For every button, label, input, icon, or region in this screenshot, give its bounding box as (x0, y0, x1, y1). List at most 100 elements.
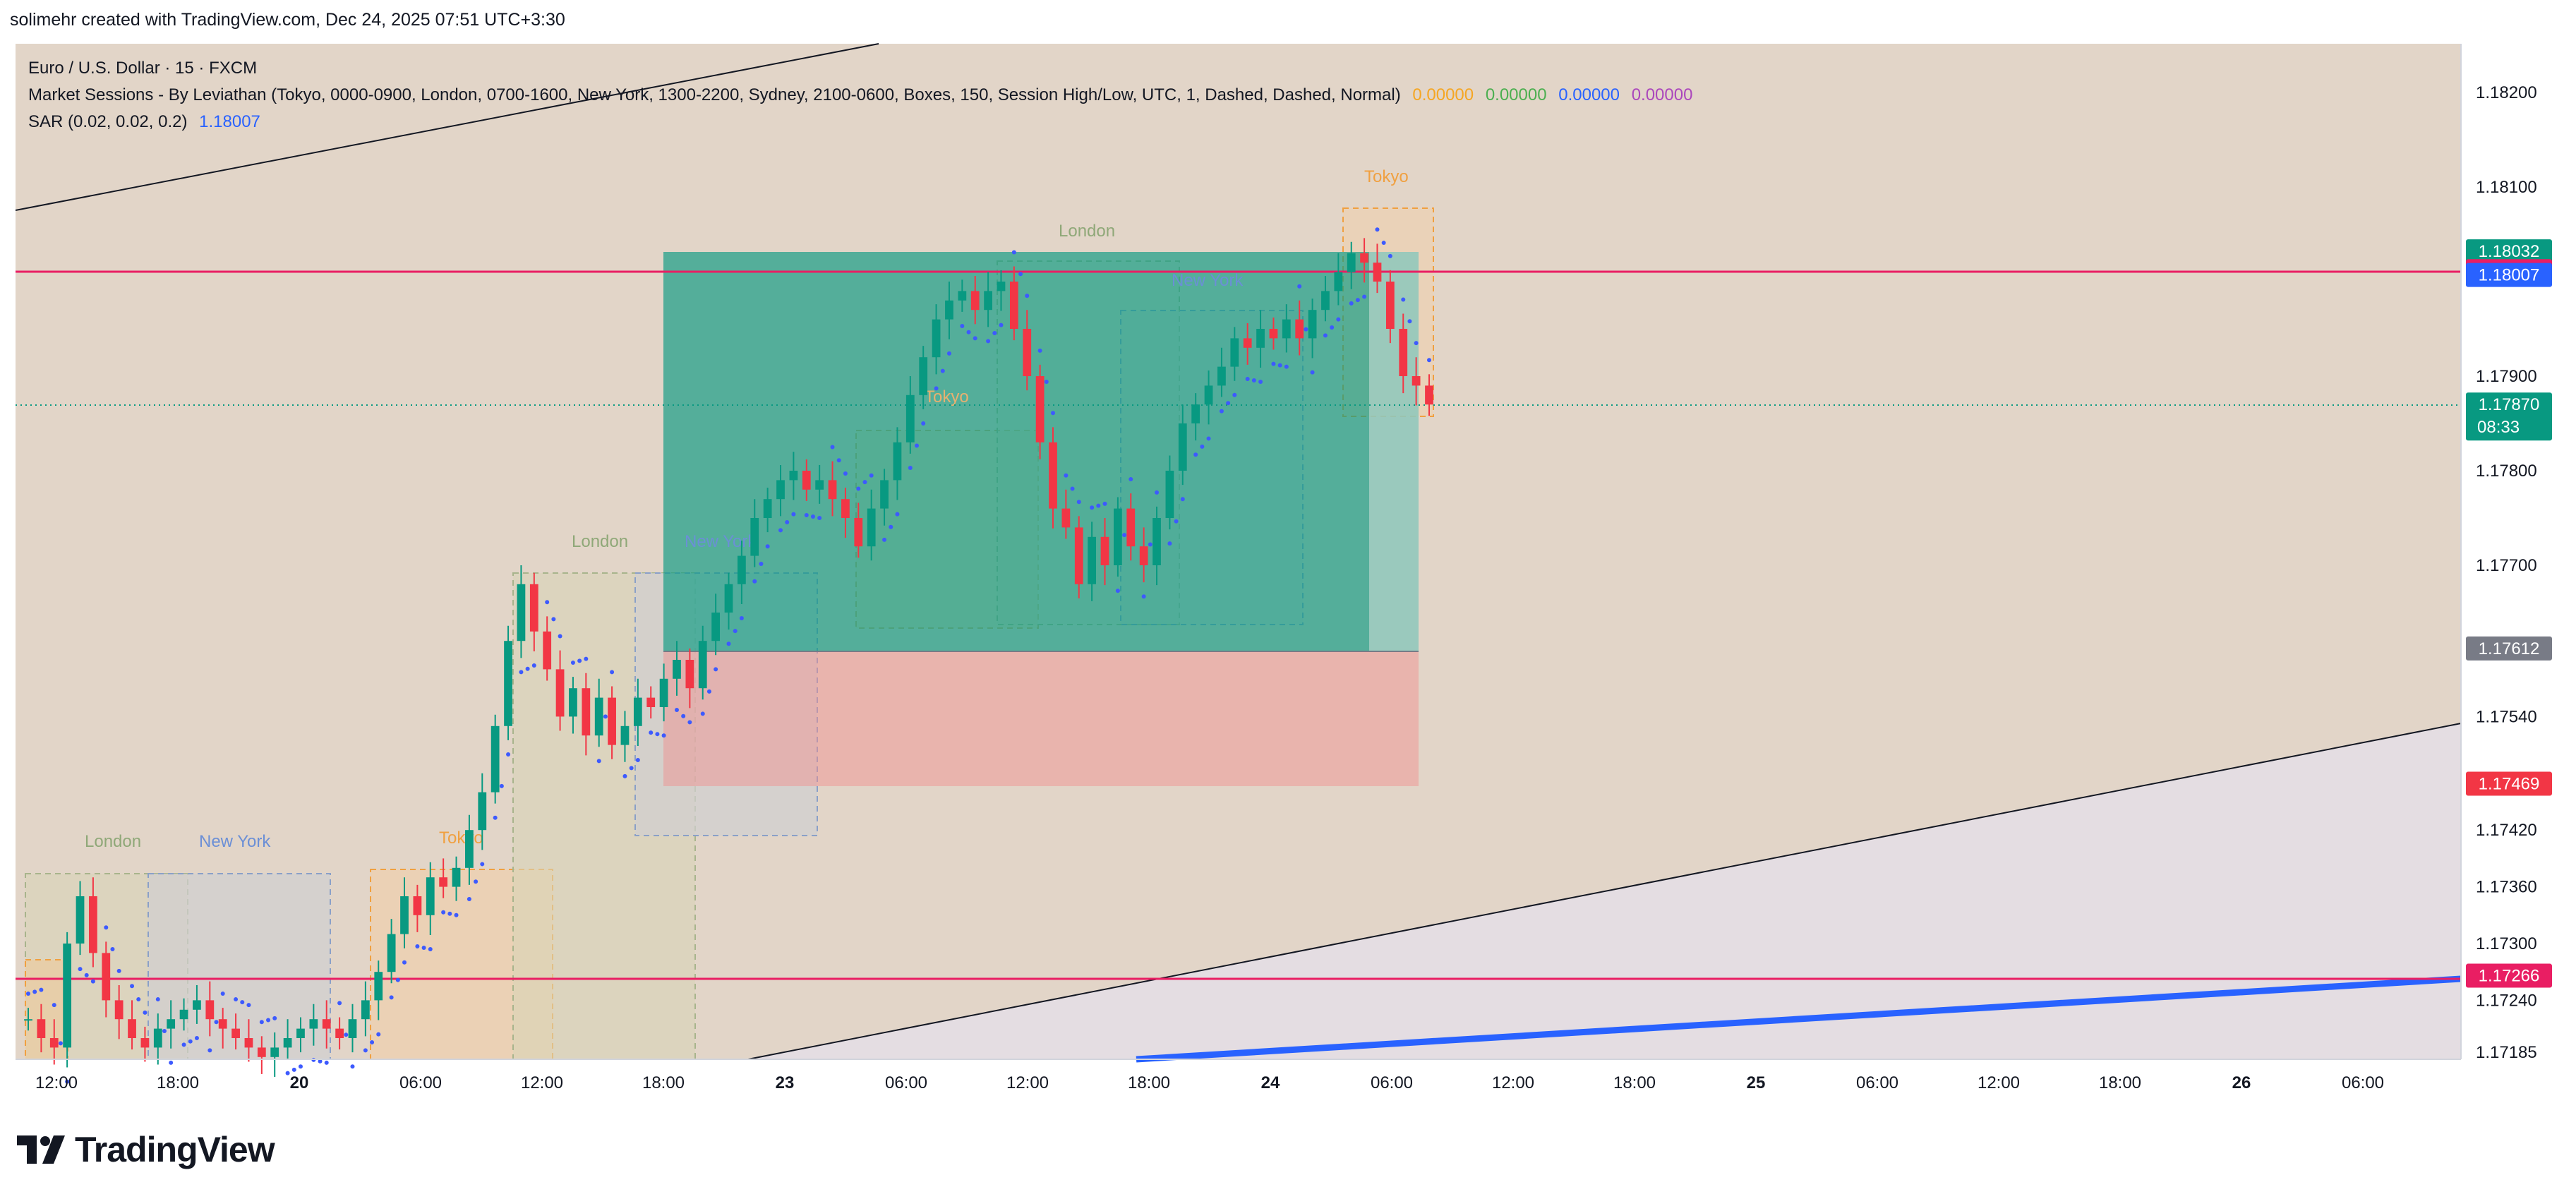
x-axis[interactable]: 12:00 18:00 20 06:00 12:00 18:00 23 06:00 12:00 1… (35, 1073, 2384, 1092)
candle-body (893, 442, 902, 481)
candle-body (711, 613, 721, 641)
indicator-value: 0.00000 (1412, 85, 1474, 104)
sar-dot (999, 323, 1004, 327)
sar-dot (843, 471, 848, 476)
sar-dot (1102, 501, 1107, 506)
sar-dot (493, 815, 498, 820)
sar-dot (635, 758, 640, 763)
brand-name: TradingView (75, 1130, 275, 1169)
sar-dot (1174, 519, 1179, 524)
candle-body (1088, 536, 1097, 584)
countdown-text: 08:33 (2477, 418, 2520, 437)
sar-dot (629, 766, 634, 771)
candle-body (322, 1019, 331, 1029)
sar-dot (570, 661, 575, 665)
sar-dot (298, 1064, 303, 1069)
candle-body (283, 1038, 292, 1048)
x-tick-label: 12:00 (1978, 1073, 2020, 1092)
symbol-title[interactable]: Euro / U.S. Dollar · 15 · FXCM (28, 59, 258, 78)
candle-body (140, 1038, 150, 1048)
candle-body (465, 830, 474, 868)
candle-body (504, 641, 512, 726)
sar-dot (940, 368, 945, 373)
sar-dot (1096, 503, 1101, 508)
sar-dot (188, 1039, 193, 1044)
candle-body (1295, 319, 1304, 339)
y-tick-label: 1.17360 (2476, 878, 2537, 897)
sar-dot (1141, 594, 1146, 599)
sar-dot (376, 1032, 381, 1037)
candle-body (478, 792, 487, 831)
y-tick-label: 1.18100 (2476, 178, 2537, 197)
candle-body (1204, 385, 1213, 405)
candle-body (905, 394, 915, 442)
candle-body (945, 300, 953, 320)
candle-body (582, 688, 591, 736)
indicator-title[interactable]: Market Sessions - By Leviathan (Tokyo, 0… (28, 85, 1401, 104)
legend-indicator-market-sessions[interactable]: Market Sessions - By Leviathan (Tokyo, 0… (28, 82, 1699, 109)
sar-dot (791, 512, 796, 517)
sar-dot (596, 759, 601, 764)
x-tick-label: 06:00 (399, 1073, 442, 1092)
sar-dot (130, 984, 135, 989)
candle-body (555, 669, 565, 717)
indicator-title[interactable]: SAR (0.02, 0.02, 0.2) (28, 112, 188, 131)
candle-body (1256, 329, 1265, 348)
candle-body (193, 1000, 201, 1010)
candle-body (400, 896, 409, 934)
sar-dot (1427, 358, 1431, 363)
sar-dot (733, 629, 738, 634)
tradingview-logo[interactable]: TradingView (17, 1129, 275, 1170)
sar-dot (84, 972, 89, 977)
sar-dot (143, 1010, 148, 1015)
candle-body (361, 1000, 370, 1020)
position-profit-zone[interactable] (663, 252, 1419, 651)
sar-dot (1064, 473, 1069, 478)
blue-trendline[interactable] (1136, 975, 2462, 1063)
position-stop-zone[interactable] (663, 651, 1419, 786)
x-tick-label: 18:00 (157, 1073, 199, 1092)
sar-dot (1050, 411, 1055, 416)
trendline-lower[interactable] (747, 723, 2462, 1060)
x-tick-label: 25 (1747, 1073, 1766, 1092)
sar-dot (915, 443, 920, 448)
price-label-text: 1.18032 (2479, 242, 2540, 261)
sar-dot (992, 331, 997, 336)
candle-body (1425, 385, 1433, 405)
sar-dot (681, 713, 686, 718)
sar-dot (1044, 380, 1049, 385)
candle-body (1139, 546, 1148, 565)
candle-body (867, 508, 876, 547)
chart-legend: Euro / U.S. Dollar · 15 · FXCM Market Se… (28, 55, 1699, 135)
candle-body (802, 471, 811, 490)
sar-dot (1271, 361, 1276, 366)
candle-body (880, 480, 889, 509)
sar-dot (415, 944, 420, 949)
candle-body (919, 357, 928, 395)
sar-dot (1375, 227, 1380, 232)
y-axis[interactable]: 1.18200 1.18100 1.17900 1.17800 1.17700 1.175… (2476, 83, 2537, 1062)
sar-dot (525, 666, 530, 671)
price-label-text: 1.18007 (2479, 266, 2540, 285)
legend-indicator-sar[interactable]: SAR (0.02, 0.02, 0.2) 1.18007 (28, 109, 1699, 135)
sar-dot (622, 773, 627, 778)
candle-body (698, 641, 707, 689)
sar-dot (259, 1020, 264, 1025)
sar-dot (1155, 490, 1160, 495)
x-tick-label: 06:00 (2342, 1073, 2384, 1092)
candle-body (49, 1038, 59, 1048)
sar-dot (1330, 325, 1335, 330)
sar-dot (934, 386, 939, 391)
candle-body (1385, 282, 1395, 329)
candle-body (763, 499, 772, 518)
candle-body (37, 1019, 46, 1038)
trendline-upper[interactable] (15, 43, 879, 211)
indicator-value: 0.00000 (1558, 85, 1620, 104)
legend-symbol-row[interactable]: Euro / U.S. Dollar · 15 · FXCM (28, 55, 1699, 82)
indicator-value: 1.18007 (199, 112, 260, 131)
sar-dot (1297, 284, 1302, 289)
sar-dot (136, 997, 141, 1002)
sar-dot (155, 997, 160, 1002)
candle-body (1061, 508, 1071, 528)
